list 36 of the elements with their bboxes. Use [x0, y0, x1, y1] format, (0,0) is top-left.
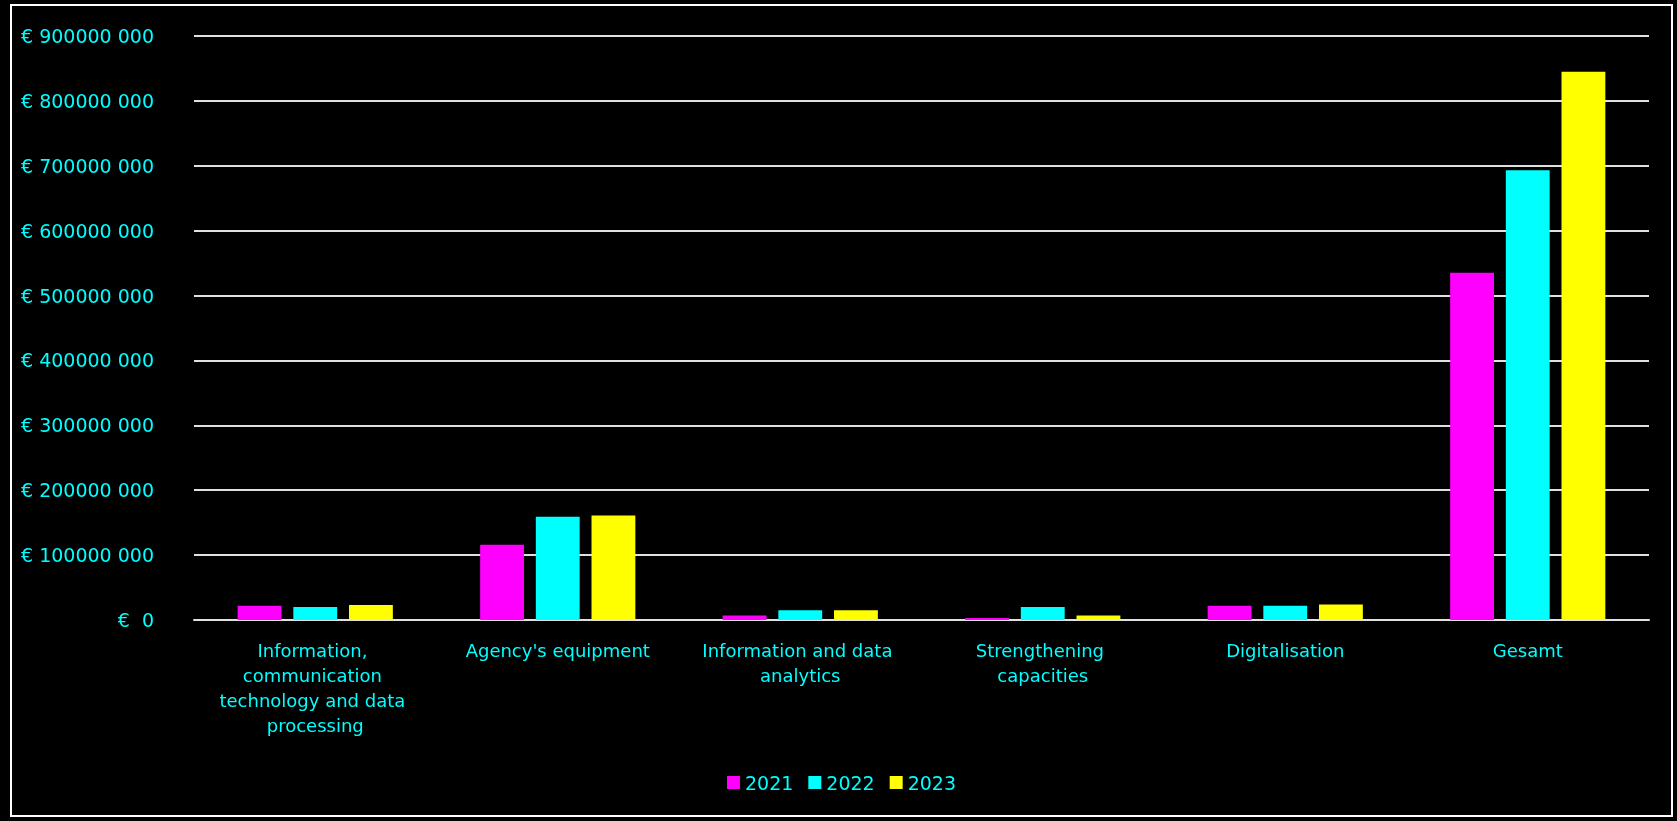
- bar: [293, 607, 338, 620]
- bar: [778, 610, 823, 620]
- bar: [1450, 272, 1494, 620]
- y-tick-label: € 200000 000: [21, 479, 154, 502]
- bar: [1561, 71, 1606, 620]
- x-tick-label: Agency's equipment: [465, 640, 650, 661]
- y-tick-label: € 400000 000: [21, 349, 154, 372]
- bar: [1207, 605, 1252, 620]
- bar: [722, 615, 767, 620]
- y-tick-label: € 900000 000: [21, 25, 154, 47]
- y-tick-label: € 500000 000: [21, 284, 154, 307]
- y-tick-label: € 600000 000: [21, 219, 154, 242]
- y-tick-label: € 700000 000: [21, 154, 154, 177]
- bar: [480, 544, 524, 620]
- bar: [535, 516, 580, 620]
- bar: [1020, 607, 1065, 620]
- y-tick-label: € 800000 000: [21, 89, 154, 112]
- x-tick-label: Digitalisation: [1226, 640, 1345, 661]
- bar: [1505, 170, 1550, 620]
- x-tick-label: Gesamt: [1492, 640, 1563, 661]
- legend-label: 2021: [744, 771, 794, 794]
- bar: [1319, 604, 1363, 620]
- y-tick-label: € 0: [117, 609, 154, 631]
- x-tick-label: Information and data analytics: [702, 640, 899, 686]
- legend-label: 2023: [907, 771, 957, 794]
- bar: [834, 610, 878, 620]
- y-tick-label: € 100000 000: [21, 544, 154, 567]
- bar: [1076, 615, 1121, 620]
- bar: [1263, 605, 1308, 620]
- x-tick-label: Information, communication technology and data processing: [219, 640, 412, 736]
- y-tick-label: € 300000 000: [21, 414, 154, 437]
- bar: [237, 605, 282, 620]
- bar: [591, 515, 636, 620]
- legend-label: 2022: [826, 771, 875, 794]
- x-tick-label: Strengthening capacities: [975, 640, 1110, 686]
- bar: [349, 605, 393, 620]
